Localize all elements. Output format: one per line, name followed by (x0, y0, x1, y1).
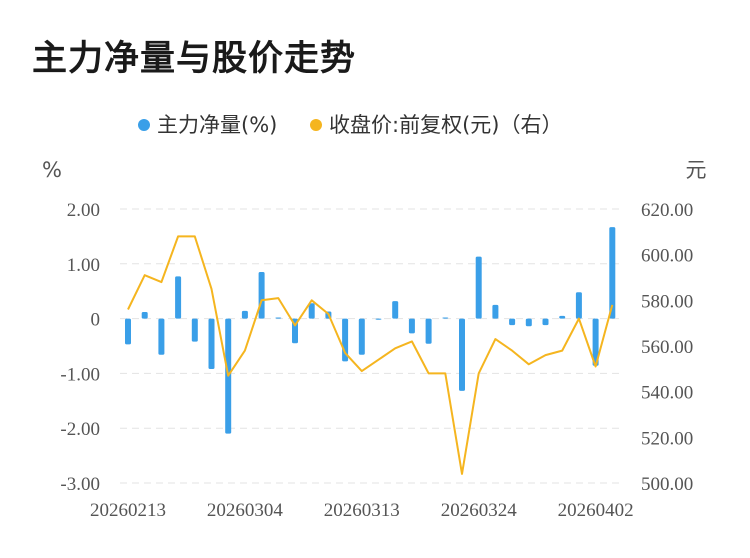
left-tick-label: 0 (91, 310, 101, 331)
bar (208, 318, 215, 370)
bar (358, 318, 365, 355)
legend: 主力净量(%) 收盘价:前复权(元)（右） (138, 113, 562, 137)
x-tick-label: 20260304 (207, 500, 284, 521)
bar (575, 292, 582, 319)
bar (559, 315, 566, 319)
line-series (127, 235, 614, 475)
right-tick-label: 520.00 (641, 428, 693, 449)
bar (525, 318, 532, 327)
right-tick-label: 580.00 (641, 291, 693, 312)
legend-marker-line (310, 119, 322, 131)
bar (475, 256, 482, 319)
bar (158, 318, 165, 355)
right-axis-unit: 元 (686, 158, 707, 182)
left-tick-label: -3.00 (60, 474, 100, 495)
bar (375, 318, 382, 320)
right-tick-label: 620.00 (641, 200, 693, 221)
legend-marker-bar (138, 119, 150, 131)
bar-series (125, 227, 616, 434)
right-tick-label: 600.00 (641, 246, 693, 267)
right-tick-label: 500.00 (641, 474, 693, 495)
legend-label-bar: 主力净量(%) (157, 113, 277, 137)
right-tick-label: 560.00 (641, 337, 693, 358)
bar (442, 317, 449, 319)
bar (459, 318, 465, 391)
price-line (127, 235, 614, 475)
bar (258, 272, 265, 319)
bar (241, 310, 248, 319)
bar (492, 304, 499, 319)
chart-title: 主力净量与股价走势 (32, 39, 357, 79)
left-axis-unit: % (42, 158, 62, 182)
bar (308, 303, 315, 319)
bar (191, 318, 198, 342)
x-tick-label: 20260324 (441, 500, 518, 521)
left-axis-ticks: 2.00 1.00 0 -1.00 -2.00 -3.00 (60, 200, 100, 495)
bar (125, 318, 131, 345)
legend-label-line: 收盘价:前复权(元)（右） (329, 113, 562, 137)
left-tick-label: 1.00 (67, 255, 100, 276)
x-tick-label: 20260313 (324, 500, 400, 521)
bar (175, 276, 182, 319)
gridlines (120, 208, 620, 484)
bar (141, 312, 148, 319)
left-tick-label: 2.00 (67, 200, 100, 221)
bar (425, 318, 432, 344)
x-tick-label: 20260402 (558, 500, 634, 521)
right-axis-ticks: 620.00 600.00 580.00 560.00 540.00 520.00 500.… (641, 200, 693, 495)
x-axis-ticks: 20260213 20260304 20260313 20260324 20260402 (90, 500, 634, 521)
bar (275, 317, 282, 319)
left-tick-label: -2.00 (60, 419, 100, 440)
bar (592, 318, 599, 366)
bar (408, 318, 415, 334)
bar (542, 318, 549, 326)
left-tick-label: -1.00 (60, 364, 100, 385)
bar (609, 227, 616, 319)
bar (509, 318, 516, 326)
bar (392, 301, 399, 319)
x-tick-label: 20260213 (90, 500, 166, 521)
right-tick-label: 540.00 (641, 383, 693, 404)
